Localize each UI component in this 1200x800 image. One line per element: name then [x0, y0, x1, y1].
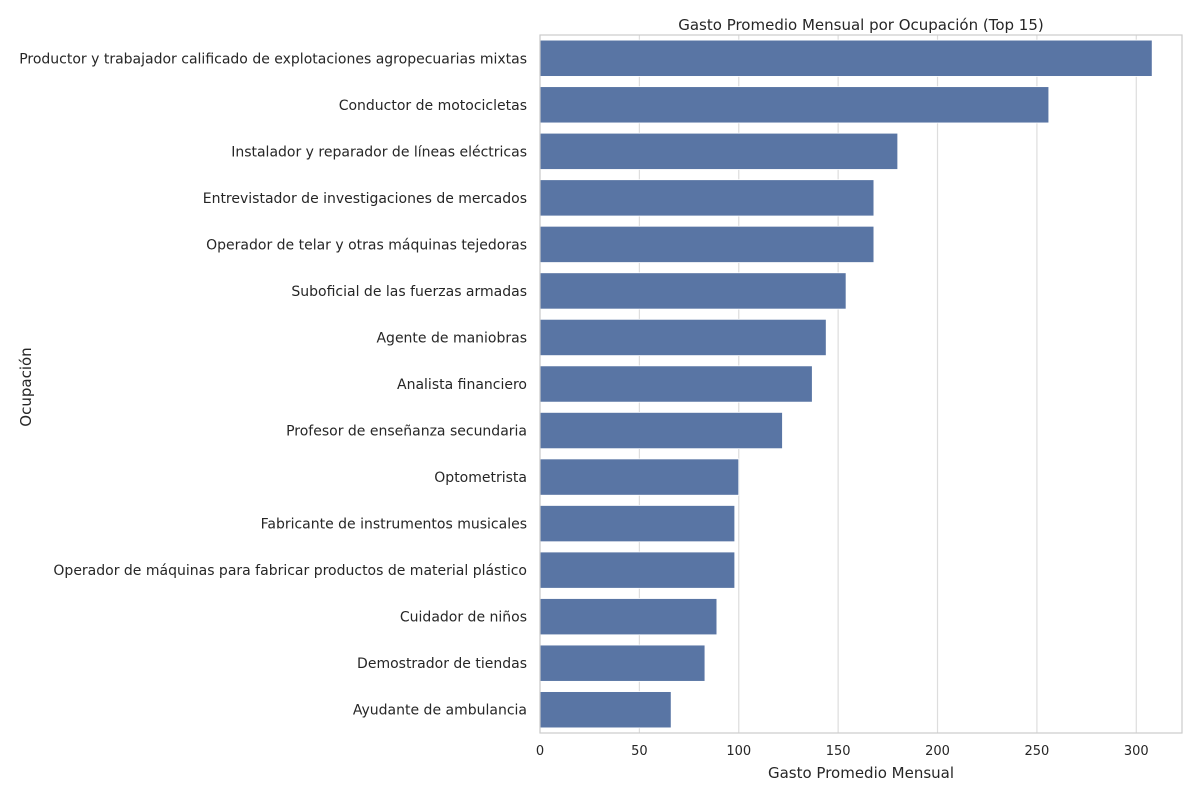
- y-tick-label: Operador de telar y otras máquinas tejed…: [206, 237, 527, 253]
- y-tick-label: Fabricante de instrumentos musicales: [261, 517, 527, 533]
- x-tick-label: 200: [925, 744, 950, 759]
- x-tick-label: 250: [1024, 744, 1049, 759]
- x-tick-label: 300: [1124, 744, 1149, 759]
- y-tick-label: Optometrista: [434, 470, 527, 486]
- x-tick-label: 100: [726, 744, 751, 759]
- bar: [539, 39, 1153, 77]
- y-tick-label: Instalador y reparador de líneas eléctri…: [231, 144, 527, 160]
- bar: [539, 365, 813, 403]
- y-tick-label: Suboficial de las fuerzas armadas: [291, 284, 527, 300]
- y-tick-label: Analista financiero: [397, 377, 527, 393]
- y-tick-label: Profesor de enseñanza secundaria: [286, 424, 527, 440]
- x-axis-label: Gasto Promedio Mensual: [768, 764, 954, 782]
- y-tick-label: Conductor de motocicletas: [339, 98, 527, 114]
- bars: [539, 39, 1153, 729]
- bar: [539, 411, 783, 450]
- y-tick-label: Operador de máquinas para fabricar produ…: [53, 563, 527, 579]
- bar: [539, 505, 736, 543]
- x-tick-label: 0: [536, 744, 544, 759]
- x-tick-label: 50: [631, 744, 648, 759]
- x-tick-label: 150: [826, 744, 851, 759]
- y-axis-label: Ocupación: [17, 347, 35, 426]
- bar: [539, 551, 736, 589]
- bar: [539, 318, 827, 357]
- y-tick-label: Cuidador de niños: [400, 610, 527, 626]
- y-tick-label: Agente de maniobras: [376, 330, 527, 346]
- bar: [539, 179, 875, 217]
- bar: [539, 272, 847, 310]
- y-tick-labels: Productor y trabajador calificado de exp…: [19, 51, 527, 718]
- bar: [539, 132, 899, 170]
- y-tick-label: Demostrador de tiendas: [357, 656, 527, 672]
- chart-title: Gasto Promedio Mensual por Ocupación (To…: [678, 16, 1044, 34]
- y-tick-label: Entrevistador de investigaciones de merc…: [203, 191, 527, 207]
- plot-frame: [539, 34, 1183, 734]
- y-tick-label: Productor y trabajador calificado de exp…: [19, 51, 527, 67]
- bar: [539, 691, 672, 729]
- bar: [539, 225, 875, 263]
- bar: [539, 86, 1050, 124]
- y-tick-label: Ayudante de ambulancia: [353, 703, 527, 719]
- bar: [539, 458, 740, 496]
- x-tick-labels: 0 50 100 150 200 250 300: [536, 744, 1149, 759]
- bar: [539, 644, 706, 682]
- bar: [539, 598, 718, 636]
